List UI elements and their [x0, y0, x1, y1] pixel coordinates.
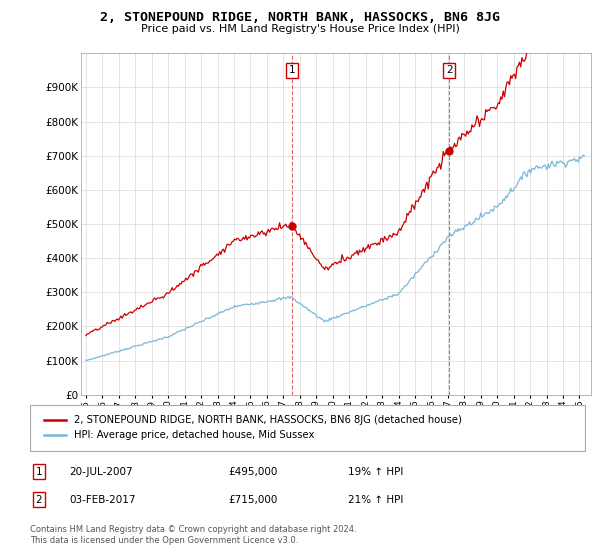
Text: 19% ↑ HPI: 19% ↑ HPI — [348, 466, 403, 477]
Text: Price paid vs. HM Land Registry's House Price Index (HPI): Price paid vs. HM Land Registry's House … — [140, 24, 460, 34]
Text: £495,000: £495,000 — [228, 466, 277, 477]
FancyBboxPatch shape — [30, 405, 585, 451]
Text: 20-JUL-2007: 20-JUL-2007 — [69, 466, 133, 477]
Text: 21% ↑ HPI: 21% ↑ HPI — [348, 494, 403, 505]
Text: Contains HM Land Registry data © Crown copyright and database right 2024.
This d: Contains HM Land Registry data © Crown c… — [30, 525, 356, 545]
Text: 2: 2 — [35, 494, 43, 505]
Text: 1: 1 — [35, 466, 43, 477]
Legend: 2, STONEPOUND RIDGE, NORTH BANK, HASSOCKS, BN6 8JG (detached house), HPI: Averag: 2, STONEPOUND RIDGE, NORTH BANK, HASSOCK… — [41, 412, 464, 444]
Text: 1: 1 — [289, 66, 296, 75]
Text: 2, STONEPOUND RIDGE, NORTH BANK, HASSOCKS, BN6 8JG: 2, STONEPOUND RIDGE, NORTH BANK, HASSOCK… — [100, 11, 500, 24]
Text: 2: 2 — [446, 66, 452, 75]
Text: £715,000: £715,000 — [228, 494, 277, 505]
Text: 03-FEB-2017: 03-FEB-2017 — [69, 494, 136, 505]
